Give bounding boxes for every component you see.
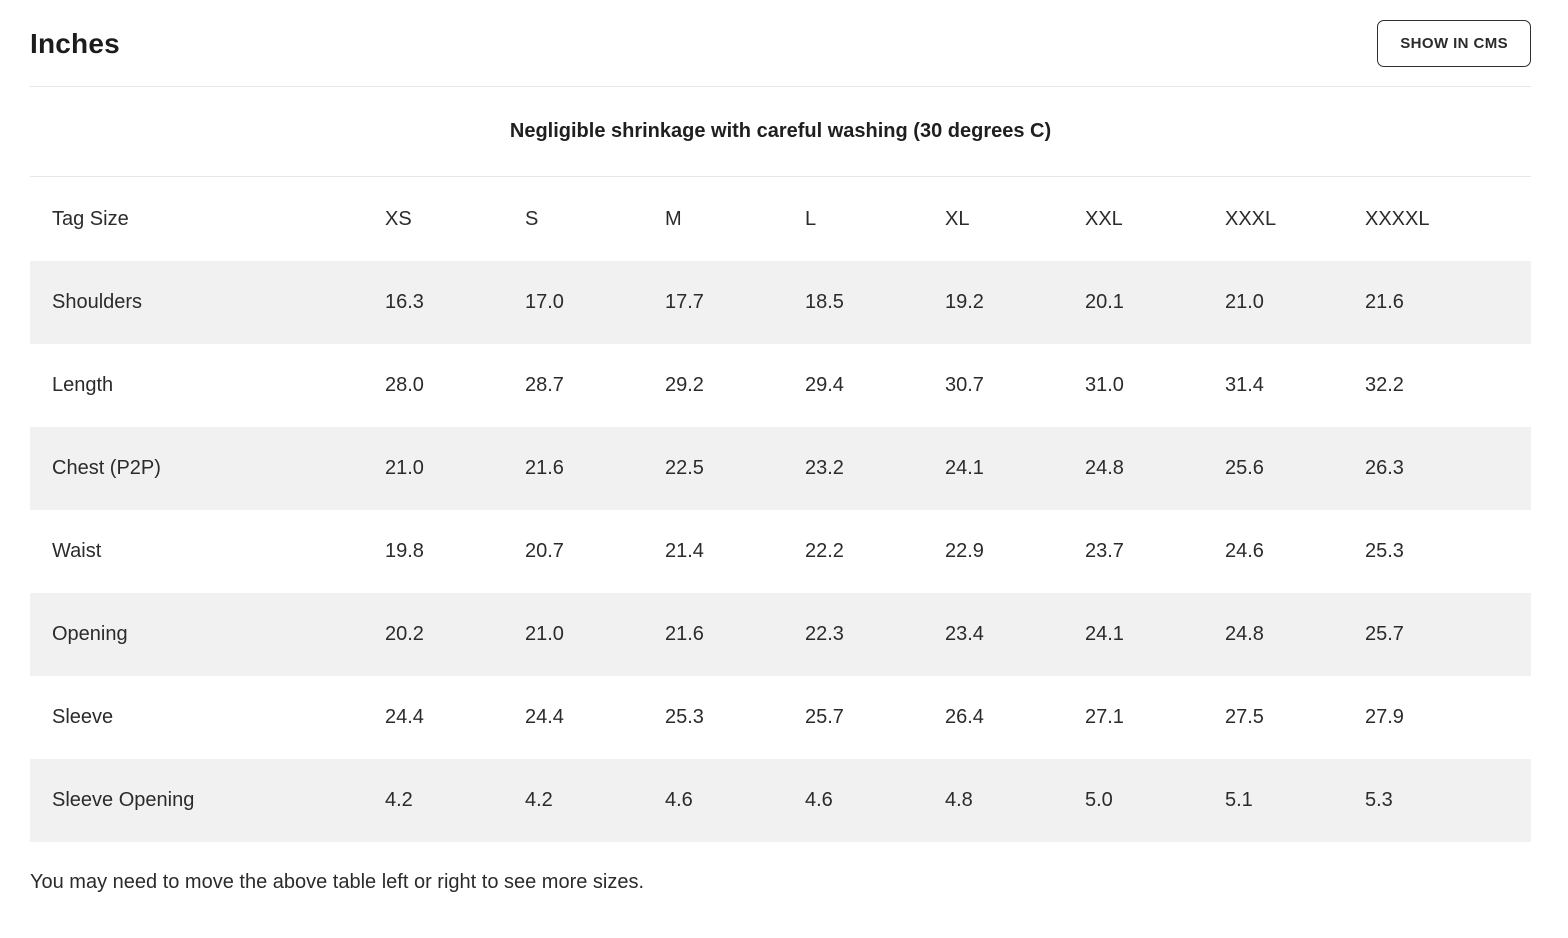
measurement-cell: 24.1	[1085, 623, 1124, 645]
measurement-cell: 29.4	[805, 374, 844, 396]
size-column-header: XXXXL	[1365, 207, 1430, 230]
measurement-cell: 21.0	[525, 623, 564, 645]
measurement-cell: 22.2	[805, 540, 844, 562]
measurement-cell: 24.6	[1225, 540, 1264, 562]
measurement-cell: 20.1	[1085, 291, 1124, 313]
measurement-cell: 21.6	[1365, 291, 1404, 313]
measurement-cell: 27.1	[1085, 706, 1124, 728]
measurement-cell: 4.6	[805, 789, 833, 811]
measurement-cell: 24.8	[1085, 457, 1124, 479]
measurement-cell: 18.5	[805, 291, 844, 313]
size-chart-table: Tag Size XS S M L XL XXL XXXL XXXXL Shoulders 16…	[30, 177, 1531, 842]
measurement-cell: 27.5	[1225, 706, 1264, 728]
size-column-header: L	[805, 207, 817, 230]
measurement-cell: 20.2	[385, 623, 424, 645]
measurement-cell: 25.7	[805, 706, 844, 728]
measurement-cell: 24.8	[1225, 623, 1264, 645]
size-chart-page: Inches SHOW IN CMS Negligible shrinkage …	[30, 0, 1531, 893]
measurement-row-label: Length	[52, 374, 114, 396]
table-row: Chest (P2P) 21.0 21.6 22.5 23.2 24.1 24.8 25.6 2…	[30, 427, 1531, 510]
page-title: Inches	[30, 27, 120, 59]
table-row: Sleeve 24.4 24.4 25.3 25.7 26.4 27.1 27.5 27.9	[30, 676, 1531, 759]
measurement-cell: 5.3	[1365, 789, 1393, 811]
measurement-cell: 26.4	[945, 706, 984, 728]
measurement-cell: 21.6	[525, 457, 564, 479]
measurement-row-label: Sleeve	[52, 706, 114, 728]
measurement-cell: 25.6	[1225, 457, 1264, 479]
size-chart-header: Inches SHOW IN CMS	[30, 0, 1531, 87]
scroll-hint-note: You may need to move the above table lef…	[30, 871, 645, 893]
measurement-cell: 32.2	[1365, 374, 1404, 396]
measurement-cell: 25.7	[1365, 623, 1404, 645]
measurement-cell: 23.7	[1085, 540, 1124, 562]
measurement-cell: 16.3	[385, 291, 424, 313]
measurement-row-label: Chest (P2P)	[52, 457, 161, 479]
size-column-header: XXL	[1085, 207, 1123, 230]
size-table-head: Tag Size XS S M L XL XXL XXXL XXXXL	[30, 177, 1531, 261]
measurement-cell: 25.3	[1365, 540, 1404, 562]
measurement-cell: 22.5	[665, 457, 704, 479]
measurement-row-label: Shoulders	[52, 291, 143, 313]
size-header-row: Tag Size XS S M L XL XXL XXXL XXXXL	[30, 177, 1531, 261]
measurement-cell: 25.3	[665, 706, 704, 728]
measurement-cell: 26.3	[1365, 457, 1404, 479]
measurement-cell: 23.4	[945, 623, 984, 645]
measurement-cell: 24.4	[525, 706, 564, 728]
measurement-cell: 28.7	[525, 374, 564, 396]
measurement-row-label: Sleeve Opening	[52, 789, 195, 811]
measurement-cell: 23.2	[805, 457, 844, 479]
measurement-cell: 4.2	[525, 789, 553, 811]
size-column-header: XL	[945, 207, 970, 230]
measurement-cell: 27.9	[1365, 706, 1404, 728]
measurement-cell: 17.7	[665, 291, 704, 313]
table-row: Shoulders 16.3 17.0 17.7 18.5 19.2 20.1 21.0 21.…	[30, 261, 1531, 344]
size-column-header: XS	[385, 207, 412, 230]
measurement-cell: 21.0	[1225, 291, 1264, 313]
measurement-cell: 22.9	[945, 540, 984, 562]
size-column-header: S	[525, 207, 539, 230]
size-column-header: M	[665, 207, 682, 230]
tag-size-header: Tag Size	[52, 207, 129, 230]
show-in-cms-button[interactable]: SHOW IN CMS	[1377, 20, 1531, 67]
measurement-cell: 4.2	[385, 789, 413, 811]
measurement-cell: 31.0	[1085, 374, 1124, 396]
measurement-cell: 31.4	[1225, 374, 1264, 396]
measurement-cell: 19.8	[385, 540, 424, 562]
table-row: Sleeve Opening 4.2 4.2 4.6 4.6 4.8 5.0 5.1 5.3	[30, 759, 1531, 842]
measurement-cell: 29.2	[665, 374, 704, 396]
measurement-cell: 30.7	[945, 374, 984, 396]
measurement-cell: 28.0	[385, 374, 424, 396]
shrinkage-note-band: Negligible shrinkage with careful washin…	[30, 87, 1531, 177]
table-row: Length 28.0 28.7 29.2 29.4 30.7 31.0 31.4 32.2	[30, 344, 1531, 427]
measurement-cell: 21.6	[665, 623, 704, 645]
measurement-row-label: Opening	[52, 623, 128, 645]
measurement-cell: 4.8	[945, 789, 973, 811]
size-column-header: XXXL	[1225, 207, 1277, 230]
measurement-cell: 5.0	[1085, 789, 1113, 811]
measurement-cell: 21.0	[385, 457, 424, 479]
measurement-cell: 19.2	[945, 291, 984, 313]
measurement-cell: 5.1	[1225, 789, 1253, 811]
measurement-cell: 24.4	[385, 706, 424, 728]
measurement-cell: 24.1	[945, 457, 984, 479]
measurement-cell: 17.0	[525, 291, 564, 313]
shrinkage-note: Negligible shrinkage with careful washin…	[509, 120, 1052, 142]
table-row: Opening 20.2 21.0 21.6 22.3 23.4 24.1 24.8 25.7	[30, 593, 1531, 676]
measurement-row-label: Waist	[52, 540, 102, 562]
measurement-cell: 22.3	[805, 623, 844, 645]
measurement-cell: 20.7	[525, 540, 564, 562]
size-table-body: Shoulders 16.3 17.0 17.7 18.5 19.2 20.1 21.0 21.…	[30, 261, 1531, 842]
measurement-cell: 21.4	[665, 540, 704, 562]
table-row: Waist 19.8 20.7 21.4 22.2 22.9 23.7 24.6 25.3	[30, 510, 1531, 593]
measurement-cell: 4.6	[665, 789, 693, 811]
